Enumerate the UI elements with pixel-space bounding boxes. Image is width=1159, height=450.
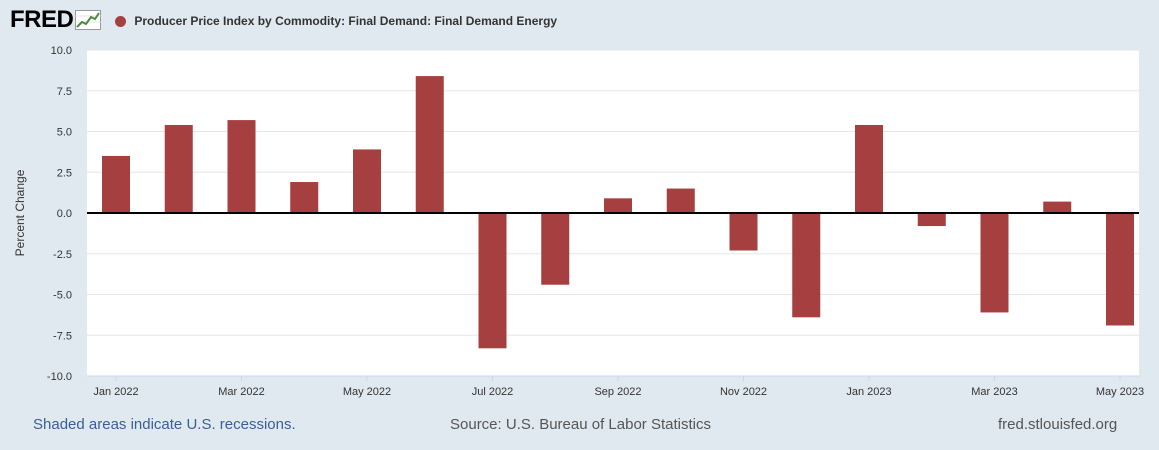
legend-marker	[115, 15, 127, 27]
y-axis-label: Percent Change	[13, 169, 27, 256]
x-tick-label: Mar 2023	[971, 386, 1017, 398]
trend-graph-icon	[75, 10, 102, 30]
chart-header: FRED Producer Price Index by Commodity: …	[10, 6, 557, 34]
x-tick-label: Sep 2022	[594, 386, 641, 398]
bar-sep-2022[interactable]	[604, 198, 632, 213]
y-tick-label: 10.0	[51, 45, 72, 57]
bar-aug-2022[interactable]	[541, 213, 570, 285]
y-tick-label: -5.0	[53, 290, 72, 302]
bar-feb-2023[interactable]	[917, 213, 946, 227]
bar-jun-2022[interactable]	[415, 76, 444, 213]
bar-nov-2022[interactable]	[729, 213, 758, 251]
bar-dec-2022[interactable]	[792, 213, 821, 318]
bar-apr-2022[interactable]	[290, 182, 319, 213]
x-tick-label: May 2023	[1096, 386, 1144, 398]
recession-note-link[interactable]: Shaded areas indicate U.S. recessions.	[33, 416, 296, 433]
bar-chart: 10.0 7.5 5.0 2.5 0.0 -2.5 -5.0 -7.5 -10.0 Percent…	[13, 45, 1144, 398]
x-tick-label: May 2022	[343, 386, 391, 398]
y-tick-label: -2.5	[53, 249, 72, 261]
x-tick-label: Jan 2023	[846, 386, 891, 398]
bar-jul-2022[interactable]	[478, 213, 507, 349]
bar-jan-2023[interactable]	[855, 124, 883, 213]
bar-apr-2023[interactable]	[1043, 201, 1072, 213]
x-tick-label: Jan 2022	[93, 386, 138, 398]
bar-jan-2022[interactable]	[102, 155, 130, 213]
bar-mar-2023[interactable]	[980, 213, 1009, 313]
source-note: Source: U.S. Bureau of Labor Statistics	[450, 416, 711, 433]
y-tick-label: 7.5	[57, 86, 72, 98]
bar-may-2022[interactable]	[353, 149, 381, 213]
site-link[interactable]: fred.stlouisfed.org	[998, 416, 1118, 433]
y-tick-label: 2.5	[57, 167, 72, 179]
y-tick-label: -7.5	[53, 330, 72, 342]
x-tick-label: Mar 2022	[218, 386, 264, 398]
x-tick-label: Nov 2022	[720, 386, 767, 398]
bar-mar-2022[interactable]	[227, 120, 256, 213]
fred-logo[interactable]: FRED	[10, 6, 102, 34]
y-tick-label: 5.0	[57, 127, 72, 139]
bar-feb-2022[interactable]	[164, 124, 193, 213]
legend: Producer Price Index by Commodity: Final…	[115, 14, 557, 28]
bar-may-2023[interactable]	[1106, 213, 1134, 326]
logo-text: FRED	[10, 6, 74, 33]
y-tick-label: -10.0	[47, 371, 72, 383]
y-tick-label: 0.0	[57, 208, 72, 220]
legend-label: Producer Price Index by Commodity: Final…	[134, 14, 558, 28]
x-tick-label: Jul 2022	[472, 386, 514, 398]
bar-oct-2022[interactable]	[666, 188, 695, 213]
